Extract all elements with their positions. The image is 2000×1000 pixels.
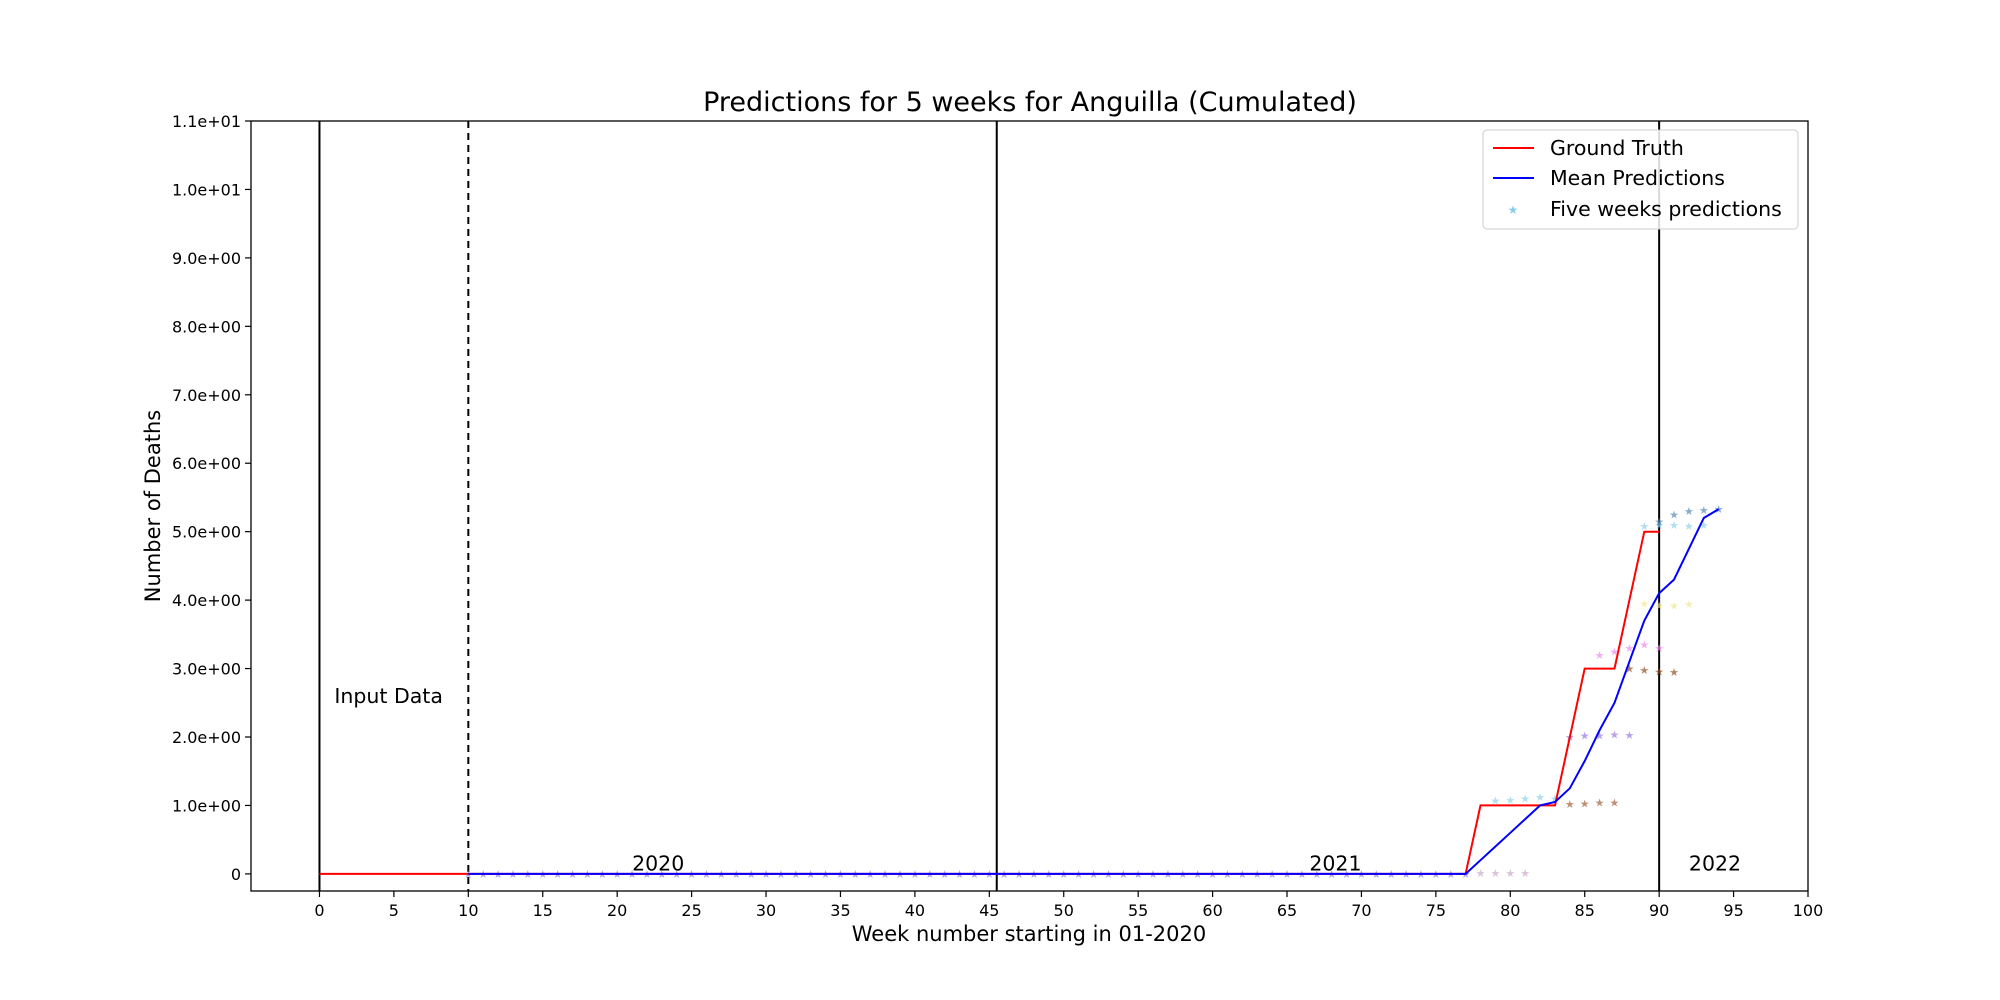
prediction-star-8-3: ★	[1520, 867, 1530, 880]
prediction-star-6-1: ★	[1654, 519, 1664, 532]
x-tick-label-9: 45	[979, 901, 999, 920]
prediction-star-8-1: ★	[1490, 867, 1500, 880]
legend-label-five-weeks-predictions: Five weeks predictions	[1550, 197, 1782, 221]
x-tick-label-1: 5	[389, 901, 399, 920]
annotation-1: 2020	[632, 851, 684, 875]
prediction-star-6-2: ★	[1669, 519, 1679, 532]
prediction-star-3-3: ★	[1639, 639, 1649, 652]
y-tick-label-11: 1.1e+01	[172, 112, 241, 131]
prediction-star-6-3: ★	[1684, 520, 1694, 533]
annotation-2: 2021	[1309, 851, 1361, 875]
x-tick-label-0: 0	[314, 901, 324, 920]
axes: 0 5 10 15 20 25 30 35 40 45 50 55 60 65 70 75 80 85 90 95 10…	[172, 112, 1823, 920]
annotation-0: Input Data	[334, 684, 443, 708]
prediction-star-7-0: ★	[1654, 515, 1664, 528]
y-tick-label-9: 9.0e+00	[172, 249, 241, 268]
prediction-star-4-2: ★	[1654, 665, 1664, 678]
x-tick-label-11: 55	[1128, 901, 1148, 920]
x-tick-label-17: 85	[1575, 901, 1595, 920]
annotation-3: 2022	[1689, 851, 1741, 875]
y-tick-label-5: 5.0e+00	[172, 523, 241, 542]
x-tick-label-7: 35	[830, 901, 850, 920]
y-tick-label-1: 1.0e+00	[172, 796, 241, 815]
prediction-star-3-4: ★	[1654, 642, 1664, 655]
prediction-star-1-1: ★	[1580, 797, 1590, 810]
prediction-star-5-2: ★	[1669, 600, 1679, 613]
y-tick-label-10: 1.0e+01	[172, 180, 241, 199]
prediction-star-5-0: ★	[1639, 598, 1649, 611]
prediction-star-0-2: ★	[1520, 793, 1530, 806]
x-tick-label-14: 70	[1351, 901, 1371, 920]
prediction-star-6-4: ★	[1699, 519, 1709, 532]
prediction-star-1-3: ★	[1610, 797, 1620, 810]
x-tick-label-19: 95	[1723, 901, 1743, 920]
y-tick-label-7: 7.0e+00	[172, 386, 241, 405]
legend-box	[1482, 129, 1799, 230]
prediction-star-2-4: ★	[1624, 729, 1634, 742]
x-tick-label-18: 90	[1649, 901, 1669, 920]
x-tick-label-5: 25	[681, 901, 701, 920]
x-tick-label-8: 40	[905, 901, 925, 920]
prediction-star-3-1: ★	[1610, 645, 1620, 658]
prediction-star-2-1: ★	[1580, 730, 1590, 743]
x-tick-label-6: 30	[756, 901, 776, 920]
y-tick-label-6: 6.0e+00	[172, 454, 241, 473]
prediction-star-8-2: ★	[1505, 867, 1515, 880]
y-tick-label-4: 4.0e+00	[172, 591, 241, 610]
y-tick-label-3: 3.0e+00	[172, 660, 241, 679]
prediction-star-4-0: ★	[1624, 663, 1634, 676]
x-tick-label-10: 50	[1054, 901, 1074, 920]
x-tick-label-16: 80	[1500, 901, 1520, 920]
prediction-star-0-3: ★	[1535, 791, 1545, 804]
x-tick-label-20: 100	[1793, 901, 1824, 920]
x-tick-label-4: 20	[607, 901, 627, 920]
prediction-star-7-3: ★	[1699, 504, 1709, 517]
prediction-star-4-1: ★	[1639, 664, 1649, 677]
x-tick-label-2: 10	[458, 901, 478, 920]
x-tick-label-3: 15	[533, 901, 553, 920]
legend-label-ground-truth: Ground Truth	[1550, 136, 1684, 160]
legend: Ground Truth Mean Predictions ★ Five wee…	[1482, 129, 1799, 230]
legend-swatch-five-weeks-predictions: ★	[1508, 203, 1519, 217]
prediction-star-0-4: ★	[1550, 793, 1560, 806]
prediction-star-2-2: ★	[1595, 730, 1605, 743]
prediction-star-1-2: ★	[1595, 797, 1605, 810]
prediction-star-7-2: ★	[1684, 505, 1694, 518]
y-axis-label: Number of Deaths	[141, 410, 165, 602]
prediction-star-0-0: ★	[1490, 795, 1500, 808]
x-tick-label-13: 65	[1277, 901, 1297, 920]
x-tick-label-15: 75	[1426, 901, 1446, 920]
prediction-star-3-0: ★	[1595, 649, 1605, 662]
x-tick-label-12: 60	[1202, 901, 1222, 920]
prediction-star-0-1: ★	[1505, 794, 1515, 807]
y-tick-label-2: 2.0e+00	[172, 728, 241, 747]
prediction-star-8-0: ★	[1476, 867, 1486, 880]
prediction-star-5-1: ★	[1654, 600, 1664, 613]
chart-title: Predictions for 5 weeks for Anguilla (Cu…	[703, 87, 1357, 118]
prediction-star-1-0: ★	[1565, 798, 1575, 811]
mean-predictions-line	[468, 508, 1720, 875]
prediction-star-4-3: ★	[1669, 666, 1679, 679]
prediction-star-3-2: ★	[1624, 642, 1634, 655]
legend-label-mean-predictions: Mean Predictions	[1550, 166, 1725, 190]
plot-frame	[250, 120, 1809, 892]
prediction-star-5-3: ★	[1684, 598, 1694, 611]
ground-truth-line	[319, 530, 1660, 875]
prediction-star-2-3: ★	[1610, 728, 1620, 741]
prediction-star-7-1: ★	[1669, 509, 1679, 522]
x-axis-label: Week number starting in 01-2020	[852, 922, 1206, 946]
y-tick-label-8: 8.0e+00	[172, 317, 241, 336]
prediction-star-6-0: ★	[1639, 520, 1649, 533]
y-tick-label-0: 0	[231, 865, 241, 884]
